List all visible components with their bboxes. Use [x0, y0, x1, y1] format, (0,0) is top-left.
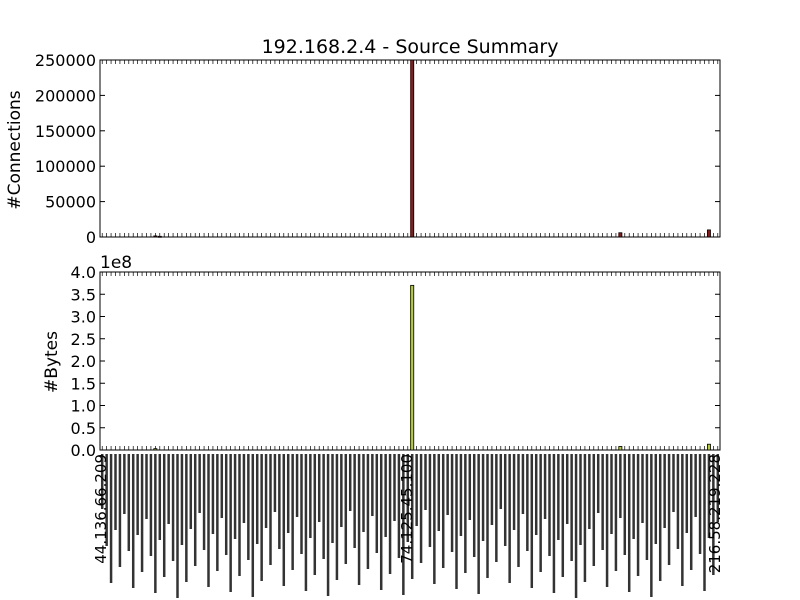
bytes-panel: #Bytes 1e8 0.0 0.5 1.0 1.5 2.0 2.5 3.0 3.5 4.0 [42, 253, 721, 460]
bar [618, 232, 623, 238]
y-tick-label: 2.5 [71, 330, 96, 349]
bar [410, 59, 415, 238]
y-tick-label: 2.0 [71, 352, 96, 371]
y-tick-label: 3.0 [71, 308, 96, 327]
x-tick-label-first: 44.136.66.209 [92, 454, 110, 564]
bytes-ylabel: #Bytes [42, 331, 62, 393]
bar [153, 448, 158, 451]
x-tick-label-mid-text: 74.125.45.100 [398, 454, 416, 564]
y-tick-label: 150000 [35, 122, 96, 141]
x-tick-label-last: 216.58.219.228 [706, 454, 724, 573]
y-tick-label: 200000 [35, 86, 96, 105]
connections-ylabel: #Connections [5, 90, 25, 209]
y-tick-label: 50000 [45, 193, 96, 212]
connections-xticks [101, 60, 719, 237]
bytes-yticks: 0.0 0.5 1.0 1.5 2.0 2.5 3.0 3.5 4.0 [71, 263, 720, 460]
bytes-offset-label: 1e8 [100, 253, 132, 273]
bar [618, 446, 623, 451]
bar [410, 284, 415, 451]
bar [706, 443, 711, 451]
bytes-bars [153, 284, 711, 451]
y-tick-label: 1.0 [71, 397, 96, 416]
bar [157, 235, 162, 238]
y-tick-label: 1.5 [71, 374, 96, 393]
y-tick-label: 3.5 [71, 285, 96, 304]
chart-title: 192.168.2.4 - Source Summary [262, 36, 559, 58]
bytes-plot-frame [99, 271, 721, 451]
x-tick-label-mid: 74.125.45.100 [398, 454, 416, 564]
bytes-xticks [101, 272, 719, 450]
y-tick-label: 100000 [35, 157, 96, 176]
bar [153, 235, 158, 238]
x-tick-labels [100, 454, 720, 598]
connections-panel: #Connections 0 50000 100000 150000 200000 250… [5, 51, 721, 247]
y-tick-label: 0.0 [71, 441, 96, 460]
connections-bars [153, 59, 711, 238]
y-tick-label: 0.5 [71, 419, 96, 438]
y-tick-label: 250000 [35, 51, 96, 70]
x-tick-label-last-text: 216.58.219.228 [706, 454, 724, 573]
connections-plot-frame [99, 59, 721, 238]
y-tick-label: 0 [86, 228, 96, 247]
y-tick-label: 4.0 [71, 263, 96, 282]
connections-yticks: 0 50000 100000 150000 200000 250000 [35, 51, 720, 247]
bar [706, 229, 711, 238]
x-tick-label-first-text: 44.136.66.209 [92, 454, 110, 564]
